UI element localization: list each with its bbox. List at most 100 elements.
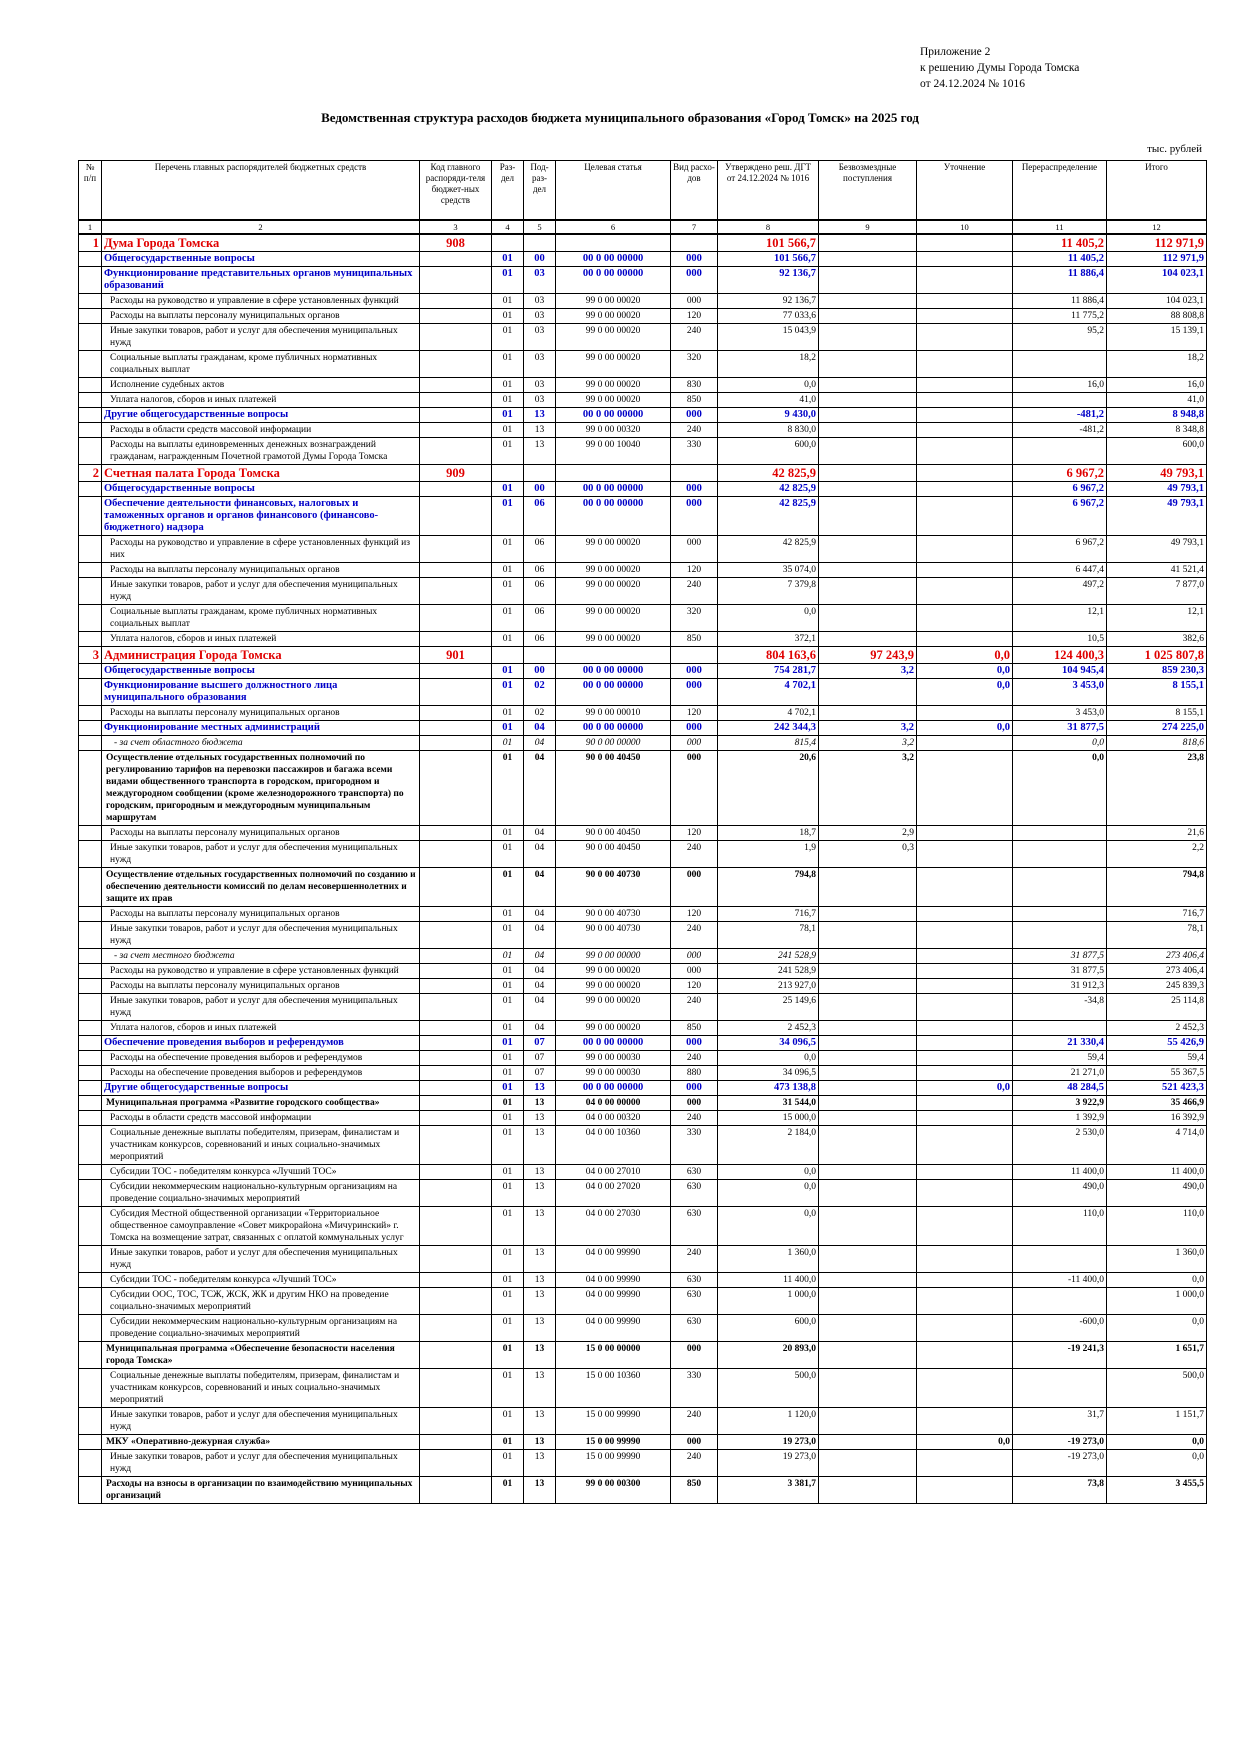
cell: 01 [491, 1164, 524, 1180]
cell: 3,2 [818, 735, 917, 751]
row-name: Исполнение судебных актов [101, 377, 420, 393]
cell: 92 136,7 [717, 266, 819, 294]
cell: 78,1 [717, 921, 819, 949]
table-row: Иные закупки товаров, работ и услуг для … [78, 1407, 1207, 1435]
cell: 99 0 00 00020 [555, 1020, 671, 1036]
cell [916, 993, 1013, 1021]
cell [818, 1272, 917, 1288]
cell: 07 [523, 1050, 556, 1066]
table-row: Функционирование высшего должностного ли… [78, 678, 1207, 706]
unit-label: тыс. рублей [1147, 143, 1202, 155]
cell [818, 308, 917, 324]
cell: 859 230,3 [1106, 663, 1207, 679]
cell [818, 323, 917, 351]
cell: 42 825,9 [717, 535, 819, 563]
cell: 99 0 00 00030 [555, 1065, 671, 1081]
cell: 240 [670, 323, 718, 351]
cell [1012, 1287, 1107, 1315]
table-row: Осуществление отдельных государственных … [78, 867, 1207, 907]
cell: 000 [670, 535, 718, 563]
cell: -481,2 [1012, 407, 1107, 423]
row-name: Муниципальная программа «Обеспечение без… [101, 1341, 420, 1369]
cell [916, 1050, 1013, 1066]
cell: 000 [670, 1341, 718, 1369]
cell [1012, 867, 1107, 907]
cell: 41 521,4 [1106, 562, 1207, 578]
cell: 15 0 00 10360 [555, 1368, 671, 1408]
cell: 320 [670, 350, 718, 378]
cell: 55 367,5 [1106, 1065, 1207, 1081]
cell [419, 1125, 492, 1165]
row-name: Расходы на руководство и управление в сф… [101, 963, 420, 979]
cell: 92 136,7 [717, 293, 819, 309]
cell: 42 825,9 [717, 496, 819, 536]
cell: 01 [491, 1065, 524, 1081]
column-number: 1 [78, 219, 102, 235]
cell: 01 [491, 496, 524, 536]
cell: 06 [523, 631, 556, 647]
cell: 104 023,1 [1106, 293, 1207, 309]
cell: 716,7 [1106, 906, 1207, 922]
cell: 01 [491, 1095, 524, 1111]
cell: 815,4 [717, 735, 819, 751]
cell: 99 0 00 00020 [555, 308, 671, 324]
cell [818, 678, 917, 706]
cell [818, 562, 917, 578]
cell [916, 1272, 1013, 1288]
cell [419, 266, 492, 294]
cell: 01 [491, 293, 524, 309]
table-row: Расходы на обеспечение проведения выборо… [78, 1050, 1207, 1066]
table-row: Иные закупки товаров, работ и услуг для … [78, 993, 1207, 1021]
row-name: - за счет местного бюджета [101, 948, 420, 964]
cell [818, 437, 917, 465]
cell: 21 330,4 [1012, 1035, 1107, 1051]
column-header: Перераспределение [1012, 160, 1107, 221]
cell: 240 [670, 1449, 718, 1477]
cell [555, 233, 671, 252]
table-row: Другие общегосударственные вопросы 01 13 00… [78, 407, 1207, 423]
cell: 880 [670, 1065, 718, 1081]
table-row: Социальные денежные выплаты победителям,… [78, 1368, 1207, 1408]
cell: 99 0 00 00030 [555, 1050, 671, 1066]
cell [916, 464, 1013, 482]
cell: 01 [491, 921, 524, 949]
cell: 00 0 00 00000 [555, 407, 671, 423]
cell: 90 0 00 40730 [555, 906, 671, 922]
cell [818, 350, 917, 378]
cell: 01 [491, 663, 524, 679]
cell: 00 0 00 00000 [555, 720, 671, 736]
cell: 6 447,4 [1012, 562, 1107, 578]
cell [916, 1125, 1013, 1165]
cell: 000 [670, 720, 718, 736]
cell: 01 [491, 1020, 524, 1036]
row-name: Общегосударственные вопросы [101, 481, 420, 497]
cell: 11 400,0 [1106, 1164, 1207, 1180]
table-row: Функционирование представительных органо… [78, 266, 1207, 294]
cell: 1,9 [717, 840, 819, 868]
cell: 25 149,6 [717, 993, 819, 1021]
cell: 99 0 00 00320 [555, 422, 671, 438]
cell: 13 [523, 1245, 556, 1273]
column-header: Уточнение [916, 160, 1013, 221]
cell: 01 [491, 705, 524, 721]
cell: 31,7 [1012, 1407, 1107, 1435]
cell [78, 437, 102, 465]
cell [78, 1035, 102, 1051]
cell [818, 1050, 917, 1066]
cell: 20 893,0 [717, 1341, 819, 1369]
cell: 0,0 [717, 1050, 819, 1066]
cell [78, 1020, 102, 1036]
row-name: Иные закупки товаров, работ и услуг для … [101, 921, 420, 949]
row-name: Субсидии ООС, ТОС, ТСЖ, ЖСК, ЖК и другим… [101, 1287, 420, 1315]
cell: 04 0 00 27010 [555, 1164, 671, 1180]
table-row: 1 Дума Города Томска 908 101 566,7 11 405,2 1… [78, 233, 1207, 252]
cell: 000 [670, 496, 718, 536]
cell [419, 437, 492, 465]
cell: 77 033,6 [717, 308, 819, 324]
cell [78, 1164, 102, 1180]
cell: 01 [491, 1434, 524, 1450]
cell: 13 [523, 1476, 556, 1504]
cell [419, 735, 492, 751]
cell [916, 1449, 1013, 1477]
